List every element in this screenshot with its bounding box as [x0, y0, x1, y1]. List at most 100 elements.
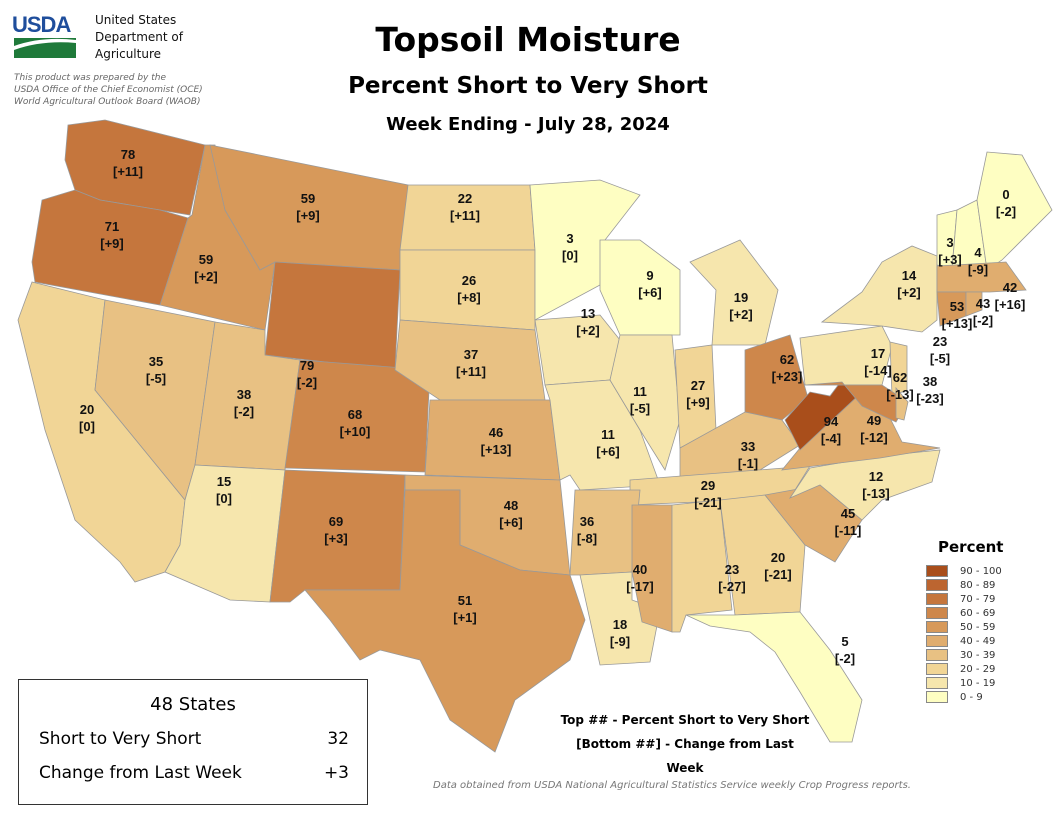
weekly-change-value: [-21]	[694, 495, 722, 510]
summary-heading: 48 States	[150, 694, 236, 715]
state-label-tx: 51 [+1]	[453, 592, 476, 626]
legend-label: 50 - 59	[960, 621, 996, 633]
state-label-sd: 26 [+8]	[457, 272, 480, 306]
weekly-change-value: [-2]	[233, 404, 255, 419]
percent-short-value: 23	[932, 334, 948, 349]
weekly-change-value: [-14]	[864, 363, 892, 378]
percent-short-value: 19	[733, 290, 749, 305]
legend-label: 90 - 100	[960, 565, 1002, 577]
state-wv	[784, 375, 863, 451]
weekly-change-value: [+1]	[453, 610, 477, 625]
prepared-line: World Agricultural Outlook Board (WAOB)	[14, 97, 201, 107]
legend-swatch	[926, 635, 948, 647]
weekly-change-value: [+2]	[897, 285, 921, 300]
weekly-change-value: [-2]	[296, 375, 318, 390]
weekly-change-value: [0]	[79, 419, 95, 434]
summary-value: 32	[327, 729, 349, 749]
percent-short-value: 18	[612, 617, 628, 632]
state-wy	[264, 261, 401, 371]
percent-short-value: 51	[457, 593, 473, 608]
weekly-change-value: [-17]	[626, 579, 654, 594]
legend-label: 10 - 19	[960, 677, 996, 689]
percent-short-value: 49	[866, 413, 882, 428]
weekly-change-value: [+2]	[729, 307, 753, 322]
note-line: Top ## - Percent Short to Very Short	[560, 713, 810, 727]
percent-short-value: 26	[461, 273, 477, 288]
weekly-change-value: [-2]	[995, 204, 1017, 219]
agency-name: United States Department of Agriculture	[95, 12, 183, 63]
state-label-sc: 45 [-11]	[835, 505, 862, 539]
legend: Percent 90 - 100 80 - 89 70 - 79 60 - 69 50 …	[926, 538, 1003, 704]
percent-short-value: 94	[823, 414, 839, 429]
legend-title: Percent	[938, 538, 1004, 556]
percent-short-value: 23	[724, 562, 740, 577]
percent-short-value: 5	[841, 634, 849, 649]
weekly-change-value: [-5]	[145, 371, 167, 386]
legend-item: 40 - 49	[926, 634, 1003, 648]
legend-label: 30 - 39	[960, 649, 996, 661]
percent-short-value: 14	[901, 268, 917, 283]
state-label-nj: 23 [-5]	[930, 333, 950, 367]
percent-short-value: 3	[946, 235, 954, 250]
weekly-change-value: [-13]	[886, 387, 914, 402]
state-label-me: 0 [-2]	[996, 186, 1016, 220]
state-label-md: 62 [-13]	[886, 369, 913, 403]
legend-item: 70 - 79	[926, 592, 1003, 606]
state-label-ca: 20 [0]	[79, 401, 95, 435]
weekly-change-value: [-4]	[820, 431, 842, 446]
percent-short-value: 38	[922, 374, 938, 389]
weekly-change-value: [-9]	[967, 262, 989, 277]
weekly-change-value: [0]	[562, 248, 578, 263]
weekly-change-value: [+16]	[994, 297, 1026, 312]
state-or	[31, 189, 189, 306]
state-label-wa: 78 [+11]	[113, 146, 143, 180]
state-ma	[936, 261, 1027, 293]
state-label-in: 27 [+9]	[686, 377, 709, 411]
weekly-change-value: [-27]	[718, 579, 746, 594]
week-ending: Week Ending - July 28, 2024	[386, 114, 670, 135]
state-ri	[965, 291, 983, 317]
legend-swatch	[926, 677, 948, 689]
percent-short-value: 69	[328, 514, 344, 529]
state-md	[804, 381, 909, 423]
weekly-change-value: [-5]	[629, 401, 651, 416]
percent-short-value: 59	[198, 252, 214, 267]
legend-swatch	[926, 691, 948, 703]
state-label-de: 38 [-23]	[916, 373, 943, 407]
percent-short-value: 12	[868, 469, 884, 484]
percent-short-value: 40	[632, 562, 648, 577]
legend-swatch	[926, 649, 948, 661]
state-label-nc: 12 [-13]	[862, 468, 889, 502]
legend-swatch	[926, 565, 948, 577]
state-label-oh: 62 [+23]	[772, 351, 803, 385]
state-il	[609, 334, 681, 471]
weekly-change-value: [-2]	[834, 651, 856, 666]
weekly-change-value: [+9]	[100, 236, 124, 251]
percent-short-value: 33	[740, 439, 756, 454]
summary-label: Change from Last Week	[39, 763, 242, 783]
state-label-ks: 46 [+13]	[481, 424, 512, 458]
legend-swatch	[926, 593, 948, 605]
state-label-mi: 19 [+2]	[729, 289, 752, 323]
weekly-change-value: [+2]	[576, 323, 600, 338]
state-label-wv: 94 [-4]	[821, 413, 841, 447]
state-label-ga: 20 [-21]	[764, 549, 791, 583]
state-label-wy: 79 [-2]	[297, 357, 317, 391]
weekly-change-value: [0]	[216, 491, 232, 506]
legend-item: 60 - 69	[926, 606, 1003, 620]
state-label-ri: 43 [-2]	[973, 295, 993, 329]
legend-item: 10 - 19	[926, 676, 1003, 690]
percent-short-value: 46	[488, 425, 504, 440]
map-subtitle: Percent Short to Very Short	[348, 73, 708, 99]
weekly-change-value: [+3]	[324, 531, 348, 546]
weekly-change-value: [+23]	[771, 369, 803, 384]
percent-short-value: 79	[299, 358, 315, 373]
state-label-ar: 36 [-8]	[577, 513, 597, 547]
legend-item: 90 - 100	[926, 564, 1003, 578]
weekly-change-value: [+6]	[596, 444, 620, 459]
percent-short-value: 62	[779, 352, 795, 367]
legend-label: 70 - 79	[960, 593, 996, 605]
percent-short-value: 15	[216, 474, 232, 489]
state-label-nv: 35 [-5]	[146, 353, 166, 387]
percent-short-value: 11	[633, 384, 647, 399]
